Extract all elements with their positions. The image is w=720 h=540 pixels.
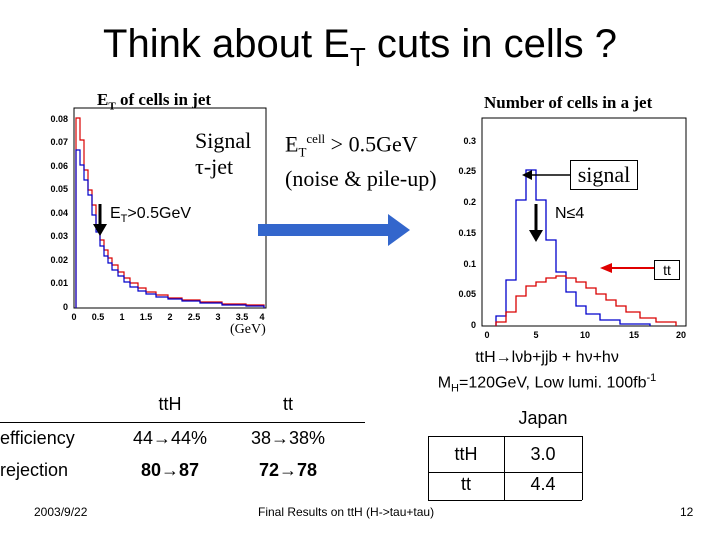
right-y-tick: 0.1: [463, 259, 476, 269]
left-y-tick: 0.01: [50, 278, 68, 288]
japan-value-tt: 4.4: [530, 474, 556, 494]
et-cell-cut-label: ETcell > 0.5GeV (noise & pile-up): [285, 131, 437, 191]
right-y-ticks: 0.3 0.25 0.2 0.15 0.1 0.05 0: [458, 136, 476, 330]
footer-date: 2003/9/22: [34, 505, 88, 519]
left-x-tick: 1.5: [140, 312, 153, 322]
process-description: ttH→lνb+jjb + hν+hν MH=120GeV, Low lumi.…: [437, 349, 657, 395]
right-signal-histogram: [495, 275, 677, 326]
tt-label-box: tt: [654, 260, 680, 280]
japan-row-label-tth: ttH: [454, 444, 478, 464]
left-x-tick: 0: [71, 312, 76, 322]
right-x-tick: 5: [533, 330, 538, 340]
slide-title: Think about ET cuts in cells ?: [103, 22, 617, 72]
left-x-ticks: 0 0.5 1 1.5 2 2.5 3 3.5 4: [71, 312, 264, 322]
right-background-histogram: [495, 169, 651, 326]
right-y-tick: 0.3: [463, 136, 476, 146]
left-y-tick: 0.07: [50, 137, 68, 147]
col-header-tth: ttH: [158, 394, 182, 414]
left-y-tick: 0.03: [50, 231, 68, 241]
left-y-tick: 0.02: [50, 255, 68, 265]
right-plot-frame: [481, 117, 687, 327]
right-y-tick: 0.05: [458, 289, 476, 299]
right-x-tick: 10: [580, 330, 590, 340]
left-y-ticks: 0.08 0.07 0.06 0.05 0.04 0.03 0.02 0.01 …: [50, 114, 68, 312]
right-y-tick: 0.15: [458, 228, 476, 238]
left-x-tick: 3: [215, 312, 220, 322]
footer-text: Final Results on ttH (H->tau+tau): [258, 505, 435, 519]
left-y-tick: 0.05: [50, 184, 68, 194]
col-header-tt: tt: [282, 394, 293, 414]
japan-header: Japan: [518, 408, 568, 428]
left-x-tick: 2: [167, 312, 172, 322]
right-plot-title: Number of cells in a jet: [484, 93, 653, 112]
row-label-efficiency: efficiency: [0, 428, 75, 448]
left-y-tick: 0.08: [50, 114, 68, 124]
n-cells-cut-label: N≤4: [555, 205, 585, 222]
right-x-ticks: 0 5 10 15 20: [484, 330, 686, 340]
row-label-rejection: rejection: [0, 460, 69, 480]
right-y-tick: 0: [471, 320, 476, 330]
right-x-tick: 15: [629, 330, 639, 340]
left-x-tick: 2.5: [188, 312, 201, 322]
right-y-tick: 0.2: [463, 197, 476, 207]
big-right-arrow: [258, 214, 410, 246]
left-plot-title: ET of cells in jet: [97, 90, 212, 113]
left-cut-label: ET>0.5GeV: [110, 205, 192, 226]
efficiency-tth: 44→44%: [132, 428, 208, 448]
efficiency-tt: 38→38%: [250, 428, 326, 448]
japan-table: Japan ttH 3.0 tt 4.4: [428, 400, 584, 501]
left-y-tick: 0.04: [50, 208, 68, 218]
left-x-tick: 4: [259, 312, 264, 322]
japan-value-tth: 3.0: [530, 444, 556, 464]
japan-row-label-tt: tt: [460, 474, 471, 494]
results-table: ttH tt efficiency 44→44% 38→38% rejectio…: [0, 386, 370, 496]
legend-signal: Signal: [195, 128, 252, 153]
page-number: 12: [680, 505, 694, 519]
left-cut-arrow-head: [93, 224, 107, 236]
gev-unit-label: (GeV): [230, 322, 266, 337]
left-legend: Signal τ-jet: [195, 128, 251, 180]
right-cut-arrow-head: [529, 230, 543, 242]
rejection-tt: 72→78: [258, 460, 318, 480]
left-x-tick: 0.5: [92, 312, 105, 322]
right-x-tick: 0: [484, 330, 489, 340]
legend-tau-jet: τ-jet: [195, 154, 234, 179]
left-plot-frame: [73, 107, 267, 309]
signal-label-box: signal: [570, 160, 638, 190]
left-y-tick: 0: [63, 302, 68, 312]
left-y-tick: 0.06: [50, 161, 68, 171]
left-x-tick: 1: [119, 312, 124, 322]
tt-arrow-head: [600, 263, 612, 273]
left-x-tick: 3.5: [236, 312, 249, 322]
signal-arrow-head: [522, 170, 532, 180]
rejection-tth: 80→87: [140, 460, 200, 480]
right-x-tick: 20: [676, 330, 686, 340]
right-y-tick: 0.25: [458, 166, 476, 176]
left-background-histogram: [75, 149, 265, 308]
left-signal-histogram: [75, 117, 265, 308]
